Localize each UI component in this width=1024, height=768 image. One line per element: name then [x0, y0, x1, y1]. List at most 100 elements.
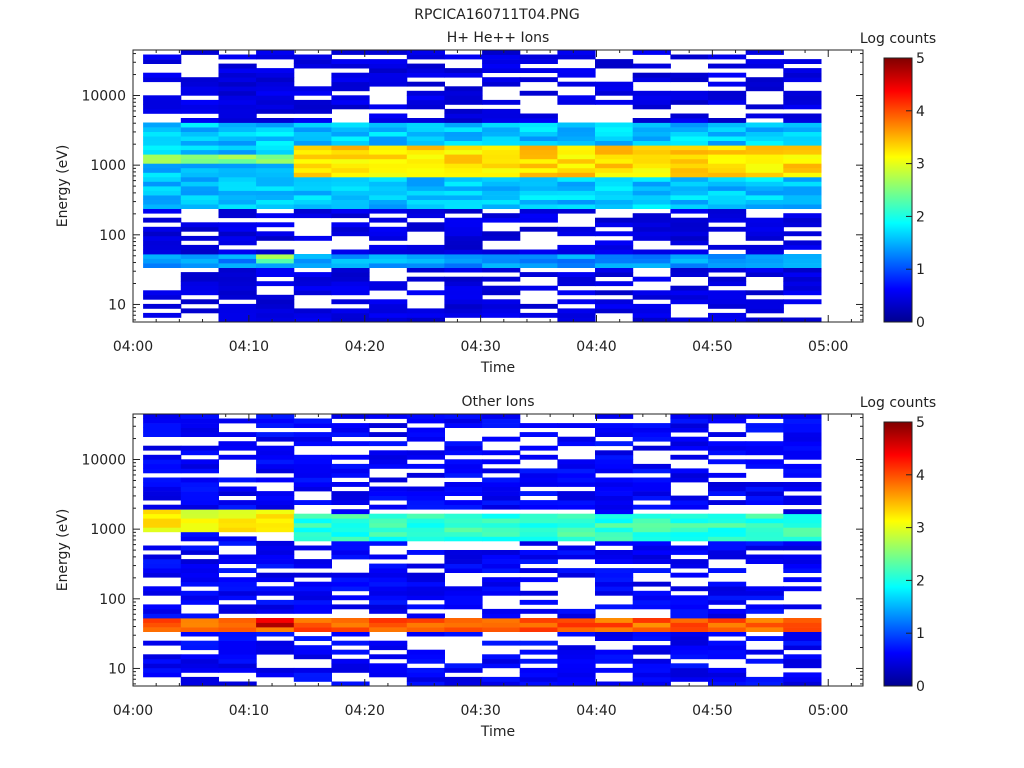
heatmap-cell	[708, 432, 747, 437]
heatmap-cell	[406, 472, 445, 478]
heatmap-cell	[519, 513, 558, 519]
heatmap-cell	[180, 427, 219, 433]
heatmap-cell	[670, 572, 709, 578]
heatmap-cell	[331, 213, 370, 219]
heatmap-cell	[406, 681, 445, 687]
heatmap-cell	[708, 527, 747, 533]
heatmap-cell	[369, 68, 408, 73]
heatmap-cell	[406, 131, 445, 137]
heatmap-cell	[519, 195, 558, 200]
heatmap-cell	[369, 154, 408, 160]
heatmap-cell	[708, 590, 747, 596]
heatmap-cell	[143, 108, 182, 114]
heatmap-cell	[783, 254, 822, 259]
heatmap-cell	[369, 181, 408, 187]
heatmap-cell	[519, 167, 558, 173]
heatmap-cell	[406, 63, 445, 69]
y-tick-label: 10000	[81, 88, 126, 104]
heatmap-cell	[482, 618, 521, 623]
heatmap-cell	[783, 276, 822, 282]
heatmap-cell	[256, 118, 295, 123]
heatmap-cell	[218, 272, 257, 277]
heatmap-cell	[218, 249, 257, 255]
heatmap-cell	[331, 454, 370, 460]
heatmap-cell	[180, 145, 219, 151]
colorbar-tick-label: 2	[916, 573, 925, 589]
heatmap-cell	[557, 676, 596, 682]
heatmap-cell	[482, 312, 521, 318]
heatmap-cell	[406, 190, 445, 196]
x-tick-label: 04:50	[692, 339, 732, 355]
heatmap-cell	[256, 468, 295, 474]
heatmap-cell	[482, 477, 521, 483]
heatmap-cell	[482, 681, 521, 687]
heatmap-cell	[670, 495, 709, 501]
heatmap-cell	[595, 450, 634, 456]
heatmap-cell	[180, 450, 219, 456]
heatmap-cell	[595, 158, 634, 164]
heatmap-cell	[444, 486, 483, 492]
heatmap-cell	[444, 527, 483, 533]
heatmap-cell	[557, 472, 596, 478]
heatmap-cell	[708, 118, 747, 123]
heatmap-cell	[557, 681, 596, 687]
heatmap-cell	[745, 590, 784, 596]
heatmap-cell	[218, 113, 257, 119]
heatmap-cell	[745, 244, 784, 250]
heatmap-cell	[331, 81, 370, 87]
heatmap-cell	[708, 136, 747, 141]
heatmap-cell	[783, 72, 822, 78]
heatmap-cell	[482, 513, 521, 519]
heatmap-cell	[745, 522, 784, 528]
heatmap-cell	[708, 654, 747, 660]
heatmap-cell	[406, 222, 445, 228]
heatmap-cell	[218, 513, 257, 519]
heatmap-cell	[180, 432, 219, 437]
heatmap-cell	[331, 72, 370, 78]
x-tick-label: 04:50	[692, 703, 732, 719]
heatmap-cell	[670, 163, 709, 169]
heatmap-cell	[595, 240, 634, 246]
heatmap-cell	[482, 654, 521, 660]
heatmap-cell	[632, 445, 671, 451]
heatmap-cell	[369, 622, 408, 628]
heatmap-cell	[632, 618, 671, 623]
heatmap-cell	[293, 595, 332, 601]
heatmap-cell	[369, 441, 408, 447]
heatmap-cell	[369, 226, 408, 232]
heatmap-cell	[218, 263, 257, 268]
heatmap-cell	[444, 450, 483, 456]
heatmap-cell	[256, 586, 295, 592]
heatmap-cell	[143, 491, 182, 496]
x-tick-label: 05:00	[808, 703, 848, 719]
heatmap-cell	[557, 608, 596, 614]
y-tick-label: 100	[99, 592, 126, 608]
heatmap-cell	[180, 154, 219, 160]
heatmap-cell	[143, 459, 182, 465]
heatmap-cell	[331, 199, 370, 205]
heatmap-cell	[595, 522, 634, 528]
heatmap-cell	[369, 423, 408, 428]
heatmap-cell	[595, 90, 634, 96]
heatmap-cell	[331, 518, 370, 524]
heatmap-cell	[519, 145, 558, 151]
heatmap-cell	[670, 500, 709, 505]
heatmap-cell	[783, 163, 822, 169]
heatmap-cell	[783, 500, 822, 505]
heatmap-cell	[519, 136, 558, 141]
heatmap-cell	[519, 500, 558, 505]
heatmap-cell	[293, 418, 332, 424]
heatmap-cell	[256, 72, 295, 78]
heatmap-cell	[632, 213, 671, 219]
heatmap-cell	[708, 154, 747, 160]
heatmap-cell	[482, 131, 521, 137]
heatmap-cell	[708, 445, 747, 451]
heatmap-cell	[444, 312, 483, 318]
heatmap-cell	[783, 463, 822, 469]
heatmap-cell	[670, 263, 709, 268]
heatmap-cell	[180, 414, 219, 419]
heatmap-cell	[632, 258, 671, 264]
heatmap-cell	[482, 450, 521, 456]
x-tick-label: 04:00	[113, 703, 153, 719]
heatmap-cell	[708, 450, 747, 456]
